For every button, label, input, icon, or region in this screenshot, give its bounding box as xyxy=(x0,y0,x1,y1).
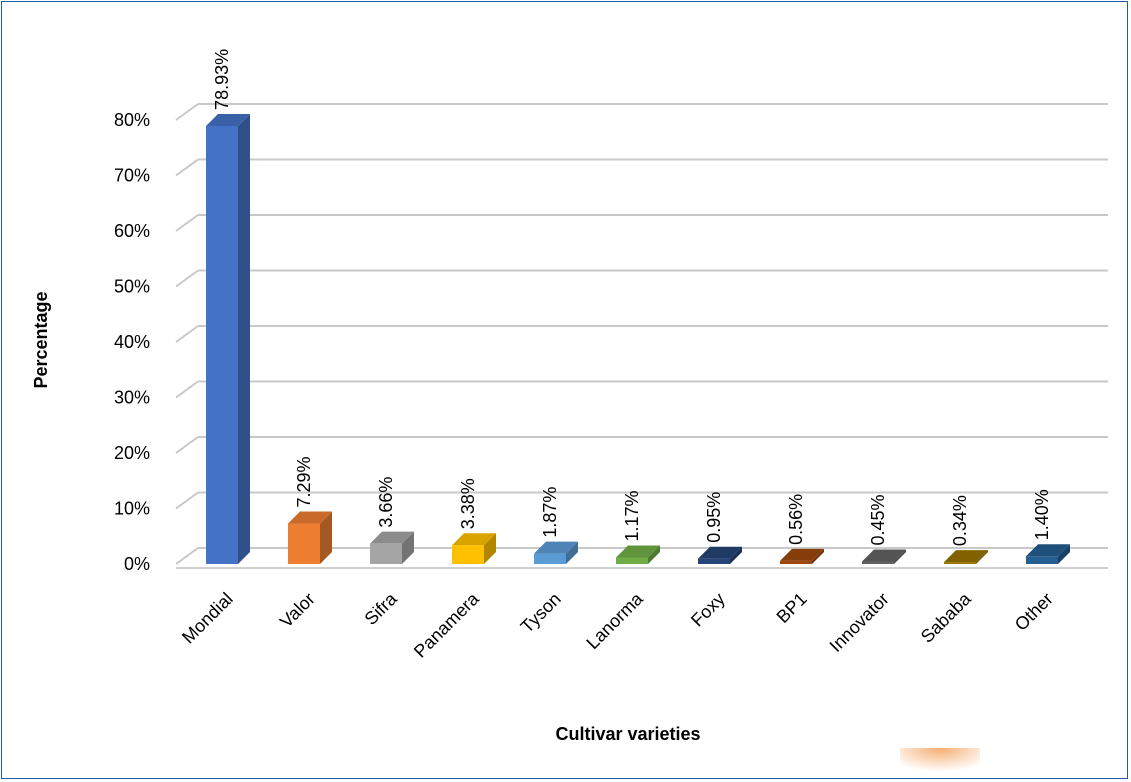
data-label: 78.93% xyxy=(212,49,232,110)
gridline-slant xyxy=(175,103,199,121)
gridline-slant xyxy=(175,547,199,565)
data-labels: 78.93% 7.29% 3.66% 3.38% 1.87% 1.17% 0.95% 0.56… xyxy=(212,49,1052,546)
y-tick-label: 30% xyxy=(114,388,150,408)
gridline-slant xyxy=(175,325,199,343)
bar-front xyxy=(370,543,402,564)
bar xyxy=(370,531,414,564)
x-tick-label: Lanorma xyxy=(582,588,647,653)
bar-side xyxy=(1058,544,1070,564)
bar xyxy=(534,541,578,564)
gridline-slant xyxy=(175,158,199,177)
x-tick-label: Sifra xyxy=(361,588,402,629)
bar-side xyxy=(484,533,496,564)
bar-top xyxy=(862,549,906,562)
bar-top xyxy=(616,545,660,558)
data-label: 0.45% xyxy=(868,494,888,545)
data-label: 7.29% xyxy=(294,456,314,507)
bar xyxy=(698,546,742,564)
bar-front xyxy=(534,553,566,564)
x-tick-label: Valor xyxy=(276,589,319,632)
bar-top xyxy=(1026,544,1070,557)
bar-side xyxy=(812,548,824,564)
bar-side xyxy=(894,549,906,564)
bar-side xyxy=(320,511,332,564)
y-tick-label: 20% xyxy=(114,443,150,463)
gridline-slant xyxy=(175,491,199,510)
gridlines xyxy=(175,103,1108,569)
y-tick-label: 60% xyxy=(114,221,150,241)
x-tick-label: Foxy xyxy=(687,589,729,631)
bar-front xyxy=(862,561,894,564)
bar xyxy=(452,533,496,564)
bar-top xyxy=(288,511,332,524)
bar-side xyxy=(238,113,250,564)
bar-top xyxy=(698,546,742,559)
y-tick-label: 10% xyxy=(114,499,150,519)
x-tick-label: BP1 xyxy=(773,589,811,627)
y-tick-label: 0% xyxy=(124,554,150,574)
bar xyxy=(780,548,824,564)
bar-front xyxy=(616,557,648,564)
data-label: 0.56% xyxy=(786,494,806,545)
x-tick-label: Other xyxy=(1011,589,1057,635)
bar-front xyxy=(288,523,320,564)
bar-top xyxy=(452,533,496,546)
data-label: 0.34% xyxy=(950,495,970,546)
gridline-slant xyxy=(175,214,199,232)
bar-side xyxy=(402,531,414,564)
y-tick-label: 80% xyxy=(114,110,150,130)
bar-side xyxy=(566,541,578,564)
data-label: 0.95% xyxy=(704,492,724,543)
bar-front xyxy=(206,125,238,564)
bar xyxy=(288,511,332,564)
bar-top xyxy=(944,550,988,563)
x-tick-label: Panamera xyxy=(410,588,484,662)
x-tick-label: Innovator xyxy=(826,589,893,656)
y-tick-label: 40% xyxy=(114,332,150,352)
bar-side xyxy=(730,546,742,564)
bar-side xyxy=(976,550,988,564)
x-tick-label: Mondial xyxy=(178,589,237,648)
data-label: 1.17% xyxy=(622,490,642,541)
bars xyxy=(206,113,1070,564)
bar-front xyxy=(944,562,976,564)
y-axis-title: Percentage xyxy=(31,291,51,388)
bar-side xyxy=(648,545,660,564)
bar-top xyxy=(370,531,414,544)
data-label: 3.38% xyxy=(458,478,478,529)
x-axis-categories: Mondial Valor Sifra Panamera Tyson Lanorma Fox… xyxy=(178,588,1057,662)
x-axis-title: Cultivar varieties xyxy=(555,724,700,744)
bar xyxy=(616,545,660,564)
x-tick-label: Tyson xyxy=(517,589,565,637)
bar-front xyxy=(698,558,730,564)
bar-top xyxy=(206,113,250,126)
gridline-slant xyxy=(175,380,199,399)
data-label: 3.66% xyxy=(376,477,396,528)
decorative-glow xyxy=(900,748,980,782)
bar-top xyxy=(534,541,578,554)
bar xyxy=(1026,544,1070,564)
bar-front xyxy=(452,545,484,564)
gridline-slant xyxy=(175,436,199,454)
gridline-slant xyxy=(175,269,199,288)
data-label: 1.87% xyxy=(540,487,560,538)
x-tick-label: Sababa xyxy=(917,588,976,647)
y-tick-label: 50% xyxy=(114,277,150,297)
bar xyxy=(944,550,988,564)
bar xyxy=(862,549,906,564)
bar xyxy=(206,113,250,564)
bar-top xyxy=(780,548,824,561)
bar-front xyxy=(780,560,812,564)
data-label: 1.40% xyxy=(1032,489,1052,540)
y-axis-ticks: 0% 10% 20% 30% 40% 50% 60% 70% 80% xyxy=(114,110,150,574)
y-tick-label: 70% xyxy=(114,166,150,186)
bar-front xyxy=(1026,556,1058,564)
